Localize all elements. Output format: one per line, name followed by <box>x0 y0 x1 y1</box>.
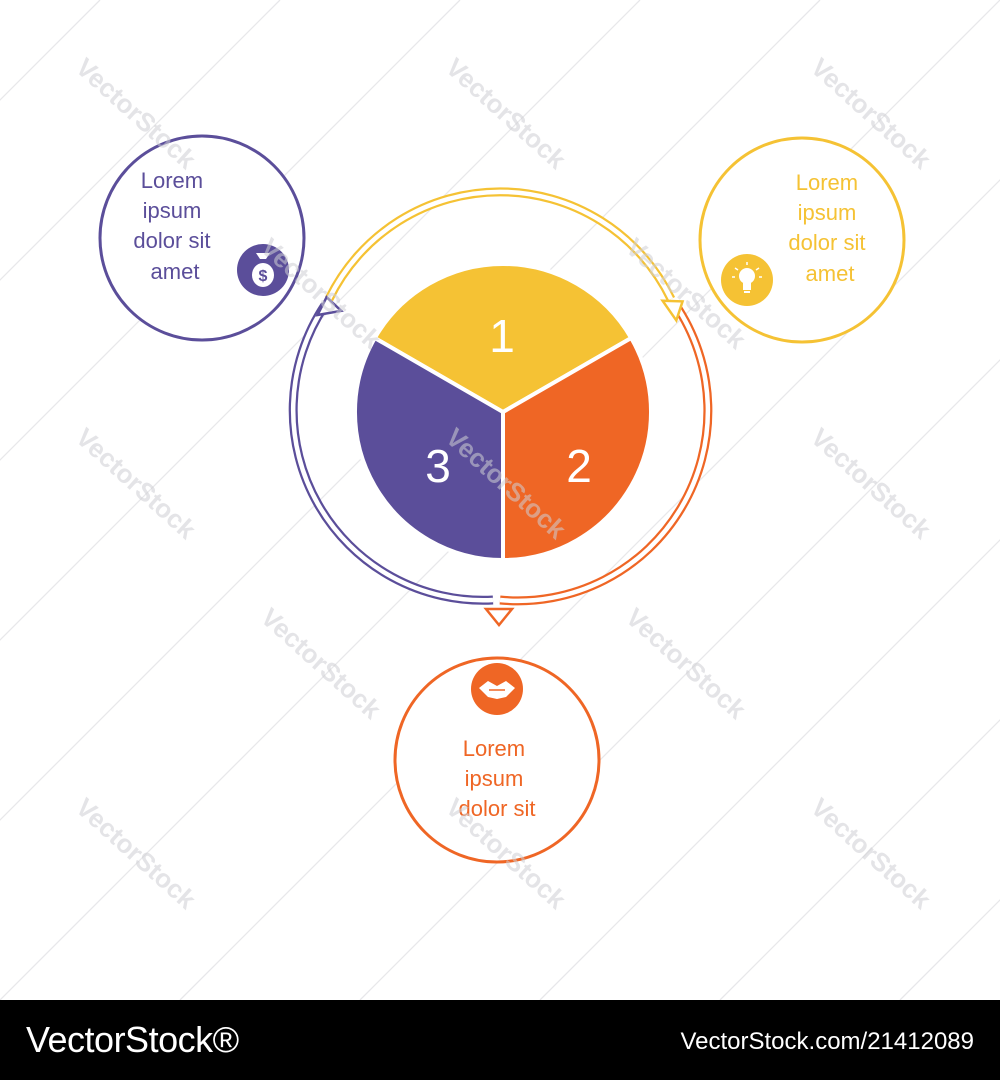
bubble-orange-line-1: Lorem <box>463 736 525 761</box>
segment-2 <box>501 335 654 563</box>
handshake-icon <box>471 663 523 715</box>
svg-text:Lorem ipsum do: Lorem ipsum dolor sit amet <box>133 168 216 284</box>
watermark-text: VectorStock <box>805 422 937 545</box>
segment-1-number: 1 <box>489 310 515 362</box>
watermark-line <box>0 0 641 641</box>
arrowhead-orange <box>483 607 515 627</box>
segment-3 <box>352 335 505 563</box>
arrowhead-yellow <box>660 299 685 324</box>
watermark-line <box>719 719 1000 1000</box>
watermark-line <box>0 0 281 281</box>
bubble-yellow: Lorem ipsum dolor sit amet <box>698 136 906 344</box>
arrow-ring <box>288 187 713 627</box>
bubble-yellow-line-2: ipsum <box>798 200 857 225</box>
watermark-text: VectorStock <box>805 792 937 915</box>
arrow-arc-purple-inner <box>290 303 494 603</box>
bubble-purple-line-3: dolor sit <box>133 228 210 253</box>
footer-bar: VectorStock® VectorStock.com/21412089 <box>0 1000 1000 1080</box>
watermark-text: VectorStock <box>70 52 202 175</box>
svg-text:Lorem ipsum do: Lorem ipsum dolor sit amet <box>788 170 871 286</box>
watermark-line <box>0 0 461 461</box>
watermark-text: VectorStock <box>70 792 202 915</box>
watermark-line <box>0 0 101 101</box>
bubble-yellow-line-3: dolor sit <box>788 230 865 255</box>
light-bulb-icon <box>721 254 773 306</box>
money-bag-icon: $ <box>237 244 289 296</box>
arrow-arc-orange-inner <box>499 302 711 604</box>
bubble-yellow-line-1: Lorem <box>796 170 858 195</box>
footer-brand: VectorStock® <box>26 1019 239 1060</box>
arrow-arc-yellow-inner <box>326 189 674 300</box>
arrowhead-purple <box>315 295 344 317</box>
footer-image-id: VectorStock.com/21412089 <box>680 1028 974 1055</box>
svg-text:Lorem ipsum do: Lorem ipsum dolor sit <box>458 736 535 821</box>
segment-3-number: 3 <box>425 440 451 492</box>
watermark-line <box>179 179 1000 1000</box>
watermark-text: VectorStock <box>440 52 572 175</box>
bubble-purple: Lorem ipsum dolor sit amet $ <box>98 134 306 342</box>
svg-text:$: $ <box>259 268 268 285</box>
bubble-yellow-line-4: amet <box>806 261 855 286</box>
watermark-text: VectorStock <box>620 602 752 725</box>
watermark-text: VectorStock <box>255 602 387 725</box>
bubble-orange: Lorem ipsum dolor sit <box>393 656 601 864</box>
segment-2-number: 2 <box>566 440 592 492</box>
bubble-orange-line-2: ipsum <box>465 766 524 791</box>
bubble-purple-line-2: ipsum <box>143 198 202 223</box>
pie: 1 2 3 <box>352 262 654 563</box>
segment-1 <box>372 262 634 415</box>
cycle-diagram: 1 2 3 Lorem ipsum dolor sit amet $ <box>0 0 1000 1000</box>
watermark-line <box>539 539 1000 1000</box>
bubble-purple-line-4: amet <box>151 259 200 284</box>
bubble-orange-line-3: dolor sit <box>458 796 535 821</box>
watermark-text: VectorStock <box>70 422 202 545</box>
bubble-purple-line-1: Lorem <box>141 168 203 193</box>
